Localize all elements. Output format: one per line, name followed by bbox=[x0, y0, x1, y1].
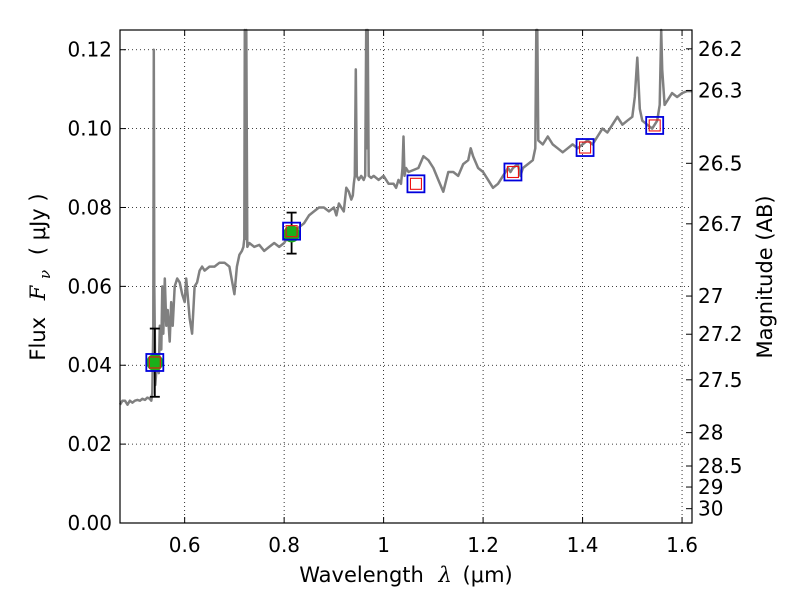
y-tick-label: 0.00 bbox=[67, 511, 112, 535]
axis-ticks bbox=[120, 30, 692, 524]
model-point-box bbox=[406, 174, 426, 194]
spectrum-line bbox=[118, 28, 692, 406]
y-tick-label: 0.04 bbox=[67, 353, 112, 377]
x-tick-label: 1.4 bbox=[567, 533, 599, 557]
observed-points bbox=[146, 225, 301, 371]
spectrum-series bbox=[118, 28, 692, 406]
y-tick-label: 0.08 bbox=[67, 195, 112, 219]
mag-tick-label: 27 bbox=[698, 284, 723, 308]
y-tick-label: 0.02 bbox=[67, 432, 112, 456]
mag-tick-label: 28.5 bbox=[698, 454, 743, 478]
tick-labels-x: 0.6 0.8 1 1.2 1.4 1.6 bbox=[169, 533, 698, 557]
model-point-box bbox=[503, 162, 523, 182]
mag-tick-label: 26.2 bbox=[698, 37, 743, 61]
model-point-inner bbox=[648, 119, 661, 132]
x-tick-label: 0.8 bbox=[268, 533, 300, 557]
mag-tick-label: 27.5 bbox=[698, 368, 743, 392]
model-point-inner bbox=[148, 356, 161, 369]
model-point-inner bbox=[409, 177, 422, 190]
mag-tick-label: 30 bbox=[698, 497, 723, 521]
plot-frame bbox=[119, 29, 693, 524]
y-tick-label: 0.12 bbox=[67, 38, 112, 62]
mag-tick-label: 26.5 bbox=[698, 151, 743, 175]
mag-tick-label: 26.7 bbox=[698, 212, 743, 236]
mag-tick-label: 27.2 bbox=[698, 322, 743, 346]
y-axis-label: Flux F ν ( μJy ) bbox=[26, 193, 55, 360]
mag-tick-label: 26.3 bbox=[698, 79, 743, 103]
mag-tick-label: 29 bbox=[698, 475, 723, 499]
model-point-box bbox=[282, 221, 302, 241]
model-point-inner bbox=[579, 141, 592, 154]
magnitude-axis-label: Magnitude (AB) bbox=[753, 195, 777, 358]
observed-point bbox=[283, 225, 301, 243]
model-point-box bbox=[645, 116, 665, 135]
y-tick-label: 0.10 bbox=[67, 117, 112, 141]
x-tick-label: 1.2 bbox=[467, 533, 499, 557]
mag-tick-label: 28 bbox=[698, 421, 723, 445]
x-tick-label: 1.6 bbox=[666, 533, 698, 557]
observed-point bbox=[146, 353, 164, 371]
y-tick-label: 0.06 bbox=[67, 274, 112, 298]
model-point-inner bbox=[506, 165, 519, 179]
x-tick-label: 0.6 bbox=[169, 533, 201, 557]
model-points bbox=[145, 116, 665, 372]
grid-lines bbox=[120, 30, 692, 523]
x-tick-label: 1 bbox=[377, 533, 390, 557]
x-axis-label: Wavelength λ (μm) bbox=[299, 563, 512, 587]
model-point-box bbox=[575, 138, 595, 157]
model-point-inner bbox=[285, 225, 298, 238]
model-point-box bbox=[145, 353, 165, 372]
tick-labels-y: 0.00 0.02 0.04 0.06 0.08 0.10 0.12 bbox=[67, 38, 112, 535]
